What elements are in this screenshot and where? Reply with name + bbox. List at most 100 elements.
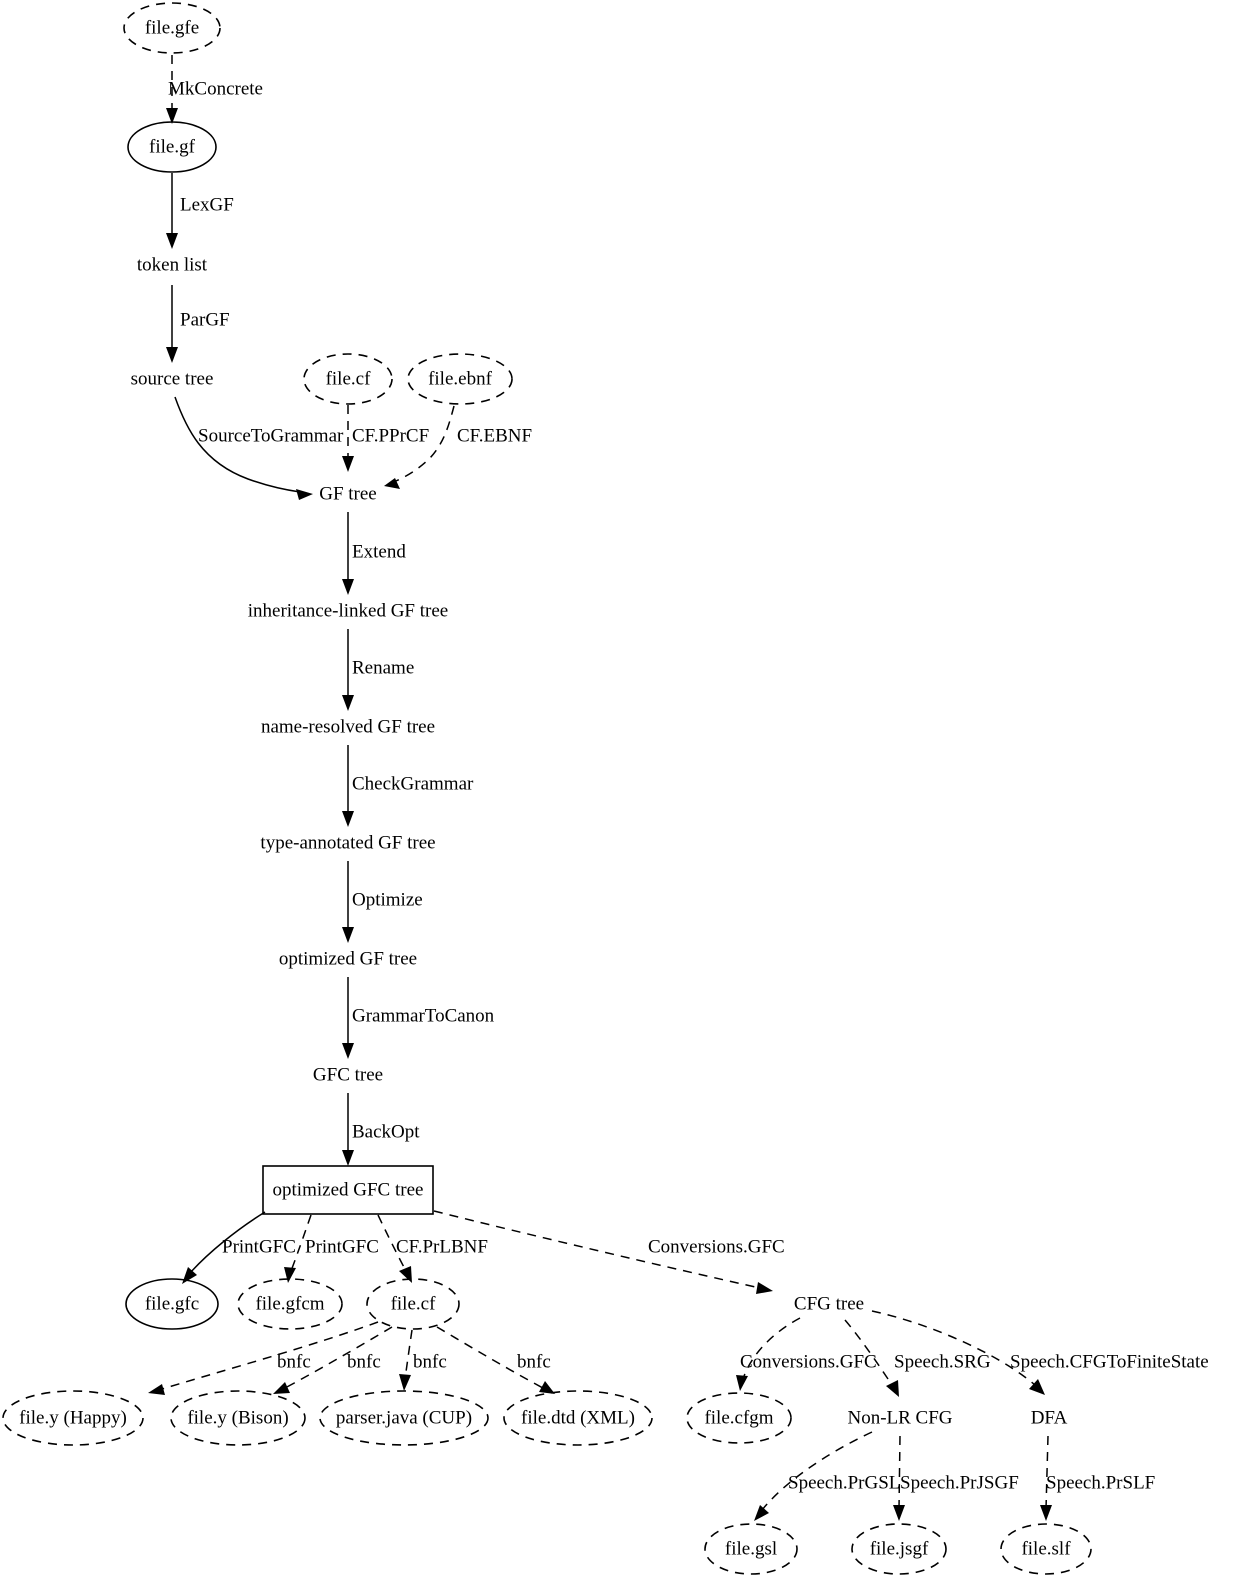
- edge-lexgf: [166, 173, 178, 249]
- node-inheritance-linked-gf-tree: inheritance-linked GF tree: [248, 600, 448, 621]
- edge-label-backopt: BackOpt: [352, 1121, 420, 1142]
- edge-label-cf-ebnf: CF.EBNF: [457, 425, 532, 446]
- node-label-dfa: DFA: [1031, 1407, 1068, 1428]
- node-file-y-bison[interactable]: file.y (Bison): [170, 1390, 306, 1446]
- edge-speech-cfgtofinitestate: [871, 1310, 1045, 1395]
- node-parser-java-cup[interactable]: parser.java (CUP): [319, 1390, 489, 1446]
- edge-label-mkconcrete: MkConcrete: [168, 78, 263, 99]
- node-token-list: token list: [137, 254, 208, 275]
- edge-cf-ebnf: [384, 405, 455, 489]
- node-label-optimized-gf-tree: optimized GF tree: [279, 948, 417, 969]
- node-label-parser-java-cup: parser.java (CUP): [336, 1407, 472, 1428]
- edge-cf-pprcf: [342, 405, 354, 472]
- node-label-name-resolved-gf-tree: name-resolved GF tree: [261, 716, 435, 737]
- edge-checkgrammar: [342, 745, 354, 827]
- node-label-file-y-happy: file.y (Happy): [19, 1407, 127, 1428]
- edge-label-sourcetogrammar: SourceToGrammar: [198, 425, 344, 446]
- edge-label-rename: Rename: [352, 657, 414, 678]
- node-file-slf[interactable]: file.slf: [1000, 1523, 1092, 1575]
- edge-label-pargf: ParGF: [180, 309, 230, 330]
- node-label-file-ebnf: file.ebnf: [428, 368, 493, 389]
- node-non-lr-cfg: Non-LR CFG: [847, 1407, 952, 1428]
- edge-conversions-gfc-cfgtree: [433, 1210, 773, 1294]
- edge-label-speech-prjsgf: Speech.PrJSGF: [900, 1472, 1019, 1493]
- edge-bnfc-xml: [436, 1326, 555, 1394]
- node-label-optimized-gfc-tree: optimized GFC tree: [273, 1179, 424, 1200]
- edge-sourcetogrammar: [174, 396, 313, 500]
- node-label-file-gf: file.gf: [149, 136, 196, 157]
- node-file-dtd-xml[interactable]: file.dtd (XML): [503, 1390, 653, 1446]
- node-label-cfg-tree: CFG tree: [794, 1293, 864, 1314]
- node-name-resolved-gf-tree: name-resolved GF tree: [261, 716, 435, 737]
- edge-extend: [342, 512, 354, 595]
- edge-label-lexgf: LexGF: [180, 194, 234, 215]
- edge-label-bnfc-happy: bnfc: [277, 1351, 311, 1372]
- node-label-type-annotated-gf-tree: type-annotated GF tree: [260, 832, 435, 853]
- edge-rename: [342, 629, 354, 711]
- node-label-file-cf-mid: file.cf: [391, 1293, 437, 1314]
- node-label-file-jsgf: file.jsgf: [870, 1538, 929, 1559]
- node-file-jsgf[interactable]: file.jsgf: [851, 1523, 947, 1575]
- node-label-file-gfc: file.gfc: [145, 1293, 199, 1314]
- node-label-source-tree: source tree: [131, 368, 214, 389]
- edge-label-speech-prslf: Speech.PrSLF: [1046, 1472, 1155, 1493]
- node-label-file-dtd-xml: file.dtd (XML): [521, 1407, 635, 1428]
- edge-bnfc-cup: [399, 1329, 413, 1391]
- node-gfc-tree: GFC tree: [313, 1064, 383, 1085]
- edge-mkconcrete: [166, 55, 178, 124]
- edge-speech-prgsl: [754, 1431, 873, 1521]
- edge-backopt: [342, 1093, 354, 1166]
- edge-speech-prslf: [1040, 1435, 1052, 1521]
- edge-label-extend: Extend: [352, 541, 406, 562]
- node-label-gfc-tree: GFC tree: [313, 1064, 383, 1085]
- node-label-inheritance-linked-gf-tree: inheritance-linked GF tree: [248, 600, 448, 621]
- node-label-file-gfcm: file.gfcm: [255, 1293, 324, 1314]
- edge-label-bnfc-bison: bnfc: [347, 1351, 381, 1372]
- edge-label-checkgrammar: CheckGrammar: [352, 773, 474, 794]
- edge-grammartocanon: [342, 977, 354, 1059]
- node-file-gfc[interactable]: file.gfc: [125, 1278, 219, 1330]
- edge-label-cf-pprcf: CF.PPrCF: [352, 425, 429, 446]
- node-file-ebnf[interactable]: file.ebnf: [407, 353, 513, 405]
- node-label-file-y-bison: file.y (Bison): [187, 1407, 288, 1428]
- edge-optimize: [342, 861, 354, 943]
- node-optimized-gfc-tree[interactable]: optimized GFC tree: [262, 1165, 434, 1215]
- node-cfg-tree: CFG tree: [794, 1293, 864, 1314]
- node-label-gf-tree: GF tree: [319, 483, 377, 504]
- node-dfa: DFA: [1031, 1407, 1068, 1428]
- edge-label-printgfc-gfc: PrintGFC: [222, 1236, 296, 1257]
- node-label-file-cf-top: file.cf: [326, 368, 372, 389]
- edge-pargf: [166, 285, 178, 363]
- edge-label-speech-srg: Speech.SRG: [894, 1351, 991, 1372]
- node-label-file-gsl: file.gsl: [725, 1538, 777, 1559]
- edge-label-conversions-gfc-cfgtree: Conversions.GFC: [648, 1236, 785, 1257]
- edge-speech-prjsgf: [893, 1435, 905, 1521]
- node-gf-tree: GF tree: [319, 483, 377, 504]
- node-file-gf[interactable]: file.gf: [127, 121, 217, 173]
- node-layer: file.gfe file.gf token list source tree …: [2, 2, 1092, 1575]
- node-optimized-gf-tree: optimized GF tree: [279, 948, 417, 969]
- node-file-gfe[interactable]: file.gfe: [123, 2, 221, 54]
- node-file-cf-top[interactable]: file.cf: [303, 353, 393, 405]
- node-source-tree: source tree: [131, 368, 214, 389]
- node-label-file-cfgm: file.cfgm: [704, 1407, 773, 1428]
- node-file-cfgm[interactable]: file.cfgm: [686, 1392, 792, 1444]
- node-file-gsl[interactable]: file.gsl: [704, 1523, 798, 1575]
- node-file-gfcm[interactable]: file.gfcm: [237, 1278, 343, 1330]
- edge-label-layer: MkConcrete LexGF ParGF SourceToGrammar C…: [168, 78, 1209, 1493]
- edge-conversions-gfc-cfgm: [736, 1317, 801, 1391]
- node-label-file-slf: file.slf: [1021, 1538, 1071, 1559]
- node-type-annotated-gf-tree: type-annotated GF tree: [260, 832, 435, 853]
- edge-label-conversions-gfc-cfgm: Conversions.GFC: [740, 1351, 877, 1372]
- edge-speech-srg: [844, 1319, 899, 1397]
- node-file-cf-mid[interactable]: file.cf: [366, 1278, 460, 1330]
- edge-bnfc-happy: [148, 1321, 379, 1395]
- edge-label-speech-prgsl: Speech.PrGSL: [788, 1472, 900, 1493]
- node-file-y-happy[interactable]: file.y (Happy): [2, 1390, 144, 1446]
- edge-label-bnfc-cup: bnfc: [413, 1351, 447, 1372]
- edge-label-optimize: Optimize: [352, 889, 423, 910]
- edge-label-cf-prlbnf: CF.PrLBNF: [396, 1236, 488, 1257]
- node-label-token-list: token list: [137, 254, 208, 275]
